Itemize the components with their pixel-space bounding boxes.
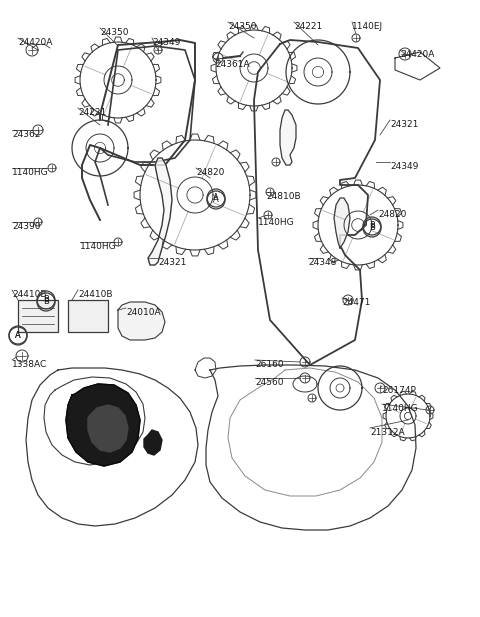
Text: B: B: [43, 296, 49, 305]
Text: A: A: [15, 331, 21, 341]
Text: 24349: 24349: [152, 38, 180, 47]
Polygon shape: [88, 405, 128, 452]
FancyBboxPatch shape: [18, 300, 58, 332]
Text: 24321: 24321: [158, 258, 186, 267]
Text: 24410B: 24410B: [78, 290, 112, 299]
Text: 24410B: 24410B: [12, 290, 47, 299]
Text: 1338AC: 1338AC: [12, 360, 47, 369]
Text: 24321: 24321: [390, 120, 419, 129]
Text: 1140EJ: 1140EJ: [352, 22, 383, 31]
Text: 24221: 24221: [294, 22, 322, 31]
FancyBboxPatch shape: [68, 300, 108, 332]
Text: A: A: [213, 196, 219, 204]
Text: 24420A: 24420A: [400, 50, 434, 59]
Text: 24362: 24362: [12, 130, 40, 139]
Text: 24350: 24350: [100, 28, 129, 37]
Text: 1140HG: 1140HG: [12, 168, 48, 177]
Text: 24350: 24350: [228, 22, 256, 31]
Text: 24810B: 24810B: [266, 192, 300, 201]
Text: 24221: 24221: [78, 108, 106, 117]
Text: 24348: 24348: [308, 258, 336, 267]
Text: 24361A: 24361A: [215, 60, 250, 69]
Text: B: B: [369, 222, 375, 231]
Text: 24820: 24820: [196, 168, 224, 177]
Text: 24471: 24471: [342, 298, 371, 307]
Text: 24390: 24390: [12, 222, 40, 231]
Polygon shape: [148, 158, 172, 265]
Polygon shape: [334, 198, 350, 248]
Text: 1140HG: 1140HG: [80, 242, 117, 251]
Text: B: B: [369, 223, 375, 233]
Polygon shape: [118, 302, 165, 340]
Polygon shape: [280, 110, 296, 165]
Text: 24010A: 24010A: [126, 308, 161, 317]
Polygon shape: [66, 384, 140, 466]
Polygon shape: [144, 430, 162, 455]
Text: A: A: [213, 194, 219, 202]
Text: 1140HG: 1140HG: [258, 218, 295, 227]
Text: 21312A: 21312A: [370, 428, 405, 437]
Text: 26174P: 26174P: [382, 386, 416, 395]
Text: B: B: [43, 297, 49, 307]
Text: 24560: 24560: [255, 378, 284, 387]
Text: 24820: 24820: [378, 210, 407, 219]
Text: 24349: 24349: [390, 162, 419, 171]
Text: 26160: 26160: [255, 360, 284, 369]
Text: 1140HG: 1140HG: [382, 404, 419, 413]
Text: 24420A: 24420A: [18, 38, 52, 47]
Text: A: A: [15, 331, 21, 339]
